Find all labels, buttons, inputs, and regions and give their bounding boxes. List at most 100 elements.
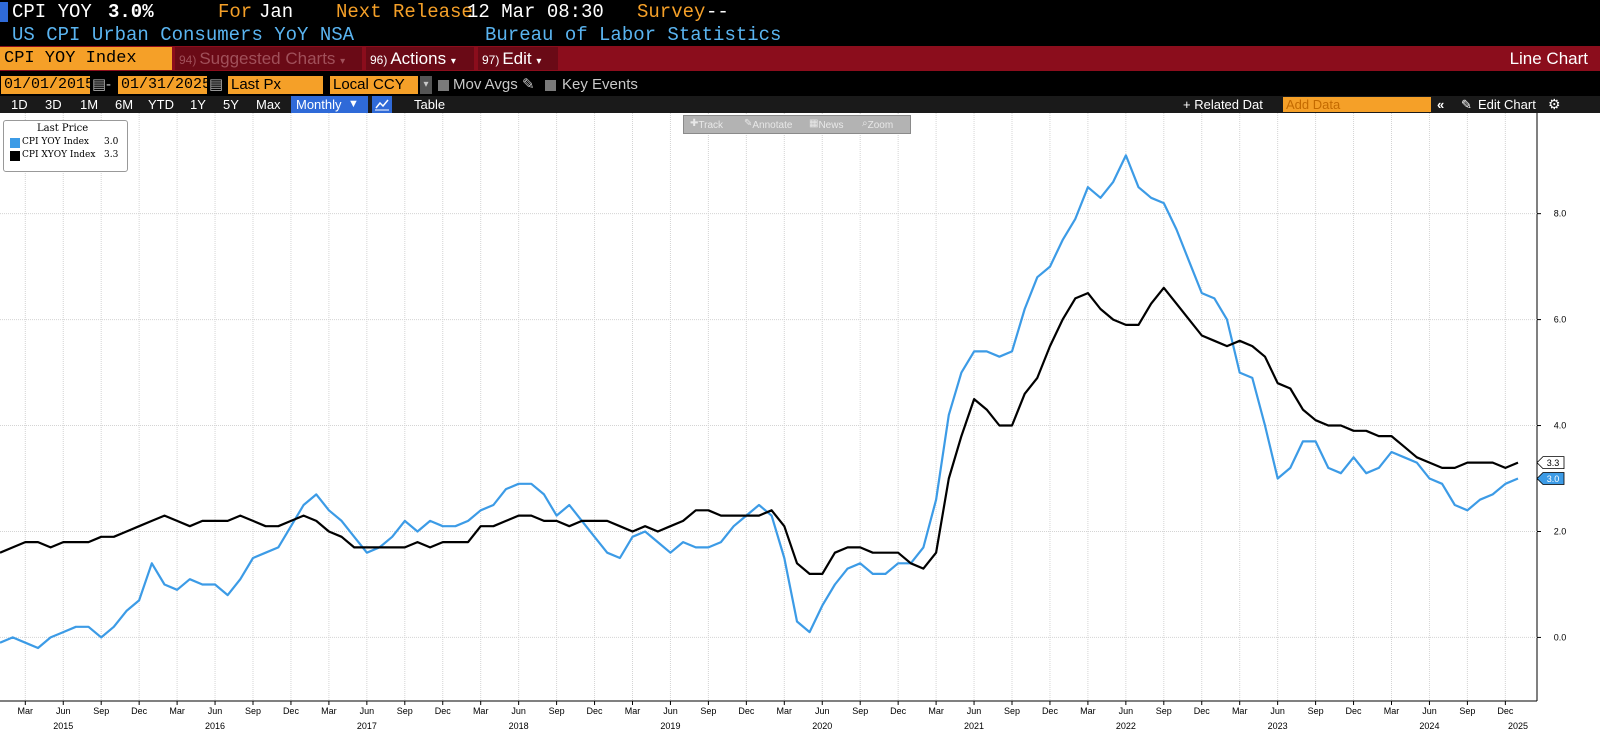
key-events-label: Key Events bbox=[562, 76, 638, 93]
start-date-field[interactable]: 01/01/2015 bbox=[1, 76, 94, 94]
range-5y[interactable]: 5Y bbox=[223, 97, 239, 112]
range-ytd[interactable]: YTD bbox=[148, 97, 174, 112]
x-tick-label: Jun bbox=[1270, 706, 1285, 716]
for-value: Jan bbox=[259, 1, 294, 23]
x-tick-label: Dec bbox=[1346, 706, 1363, 716]
x-year-label: 2021 bbox=[964, 721, 984, 731]
x-tick-label: Sep bbox=[1459, 706, 1475, 716]
edit-label: Edit bbox=[502, 49, 532, 68]
table-button[interactable]: Table bbox=[414, 97, 446, 112]
function-toolbar: CPI YOY Index 94) Suggested Charts ▾ 96) A… bbox=[0, 46, 1600, 71]
x-tick-label: Jun bbox=[56, 706, 71, 716]
range-1y[interactable]: 1Y bbox=[190, 97, 206, 112]
key-events-checkbox[interactable] bbox=[545, 80, 556, 91]
pencil-icon[interactable]: ✎ bbox=[522, 76, 535, 93]
ticker-label: CPI YOY bbox=[12, 1, 92, 23]
x-year-label: 2020 bbox=[812, 721, 832, 731]
chevron-down-icon[interactable]: ▾ bbox=[420, 76, 432, 94]
mov-avgs-label: Mov Avgs bbox=[453, 76, 518, 93]
series-line-cpi-yoy bbox=[0, 154, 1519, 650]
security-description: US CPI Urban Consumers YoY NSA bbox=[12, 24, 355, 46]
x-year-label: 2025 bbox=[1508, 721, 1528, 731]
y-tick-label: 2.0 bbox=[1554, 526, 1567, 536]
line-chart-icon[interactable] bbox=[372, 96, 392, 113]
price-field-select[interactable]: Last Px bbox=[228, 76, 323, 94]
pencil-icon[interactable]: ✎ bbox=[1461, 97, 1472, 112]
x-tick-label: Sep bbox=[93, 706, 109, 716]
range-1d[interactable]: 1D bbox=[11, 97, 28, 112]
x-year-label: 2019 bbox=[660, 721, 680, 731]
x-tick-label: Mar bbox=[473, 706, 489, 716]
y-tick-label: 4.0 bbox=[1554, 421, 1567, 431]
x-tick-label: Dec bbox=[587, 706, 604, 716]
x-tick-label: Jun bbox=[208, 706, 223, 716]
legend-series-value: 3.3 bbox=[104, 150, 119, 160]
x-tick-label: Mar bbox=[169, 706, 185, 716]
x-year-label: 2024 bbox=[1419, 721, 1439, 731]
x-tick-label: Mar bbox=[321, 706, 337, 716]
collapse-icon[interactable]: « bbox=[1437, 97, 1445, 112]
x-tick-label: Jun bbox=[1119, 706, 1134, 716]
y-tick-label: 6.0 bbox=[1554, 315, 1567, 325]
related-data-button[interactable]: + Related Dat bbox=[1183, 97, 1263, 112]
x-tick-label: Mar bbox=[928, 706, 944, 716]
line-chart[interactable]: Mar Jun Sep Dec Mar Jun Sep Dec Mar Jun Sep Dec Mar J… bbox=[0, 113, 1600, 752]
legend-title: Last Price bbox=[37, 123, 89, 134]
x-tick-label: Dec bbox=[283, 706, 300, 716]
suggested-charts-button[interactable]: 94) Suggested Charts ▾ bbox=[175, 47, 362, 70]
mov-avgs-checkbox[interactable] bbox=[438, 80, 449, 91]
legend-swatch bbox=[10, 138, 20, 148]
legend-series-value: 3.0 bbox=[104, 137, 119, 147]
add-data-input[interactable]: Add Data bbox=[1283, 97, 1431, 112]
x-year-label: 2022 bbox=[1116, 721, 1136, 731]
annotate-tool[interactable]: ✎ Annotate bbox=[744, 118, 793, 131]
x-year-label: 2023 bbox=[1268, 721, 1288, 731]
chart-type-label: Line Chart bbox=[1509, 49, 1588, 68]
y-tick-label: 0.0 bbox=[1554, 632, 1567, 642]
y-axis-area bbox=[1537, 113, 1600, 701]
x-tick-label: Mar bbox=[1384, 706, 1400, 716]
x-year-label: 2018 bbox=[509, 721, 529, 731]
range-1m[interactable]: 1M bbox=[80, 97, 99, 112]
x-tick-label: Dec bbox=[890, 706, 907, 716]
edit-button[interactable]: 97) Edit ▾ bbox=[478, 47, 558, 70]
edit-chart-button[interactable]: Edit Chart bbox=[1478, 97, 1536, 112]
survey-label: Survey bbox=[637, 1, 706, 23]
chart-legend[interactable]: Last Price CPI YOY Index 3.0 CPI XYOY In… bbox=[3, 120, 128, 172]
x-tick-label: Dec bbox=[435, 706, 452, 716]
x-tick-label: Dec bbox=[1194, 706, 1211, 716]
security-header: CPI YOY 3.0% For Jan Next Release 12 Mar… bbox=[0, 0, 1600, 24]
gear-icon[interactable]: ⚙ bbox=[1548, 96, 1561, 112]
security-field[interactable]: CPI YOY Index bbox=[0, 47, 172, 70]
range-3d[interactable]: 3D bbox=[45, 97, 62, 112]
legend-swatch bbox=[10, 151, 20, 161]
next-release-value: 12 Mar 08:30 bbox=[467, 1, 604, 23]
suggested-charts-label: Suggested Charts bbox=[199, 49, 336, 68]
add-data-placeholder: Add Data bbox=[1286, 97, 1341, 112]
currency-select[interactable]: Local CCY bbox=[330, 76, 418, 94]
track-tool[interactable]: ✚ Track bbox=[690, 118, 724, 131]
zoom-tool[interactable]: ⌕ Zoom bbox=[862, 118, 894, 131]
x-tick-label: Sep bbox=[852, 706, 868, 716]
chevron-down-icon: ▼ bbox=[348, 98, 359, 110]
x-tick-label: Jun bbox=[663, 706, 678, 716]
x-tick-label: Sep bbox=[1156, 706, 1172, 716]
survey-value: -- bbox=[706, 1, 729, 23]
x-tick-label: Sep bbox=[1004, 706, 1020, 716]
end-date-field[interactable]: 01/31/2025 bbox=[118, 76, 211, 94]
x-tick-label: Mar bbox=[1232, 706, 1248, 716]
x-tick-label: Jun bbox=[1422, 706, 1437, 716]
calendar-icon[interactable]: ▤ bbox=[209, 76, 224, 93]
range-max[interactable]: Max bbox=[256, 97, 281, 112]
frequency-select[interactable]: Monthly ▼ bbox=[291, 96, 368, 113]
x-tick-label: Sep bbox=[700, 706, 716, 716]
range-6m[interactable]: 6M bbox=[115, 97, 134, 112]
news-tool[interactable]: ▦ News bbox=[809, 118, 844, 131]
actions-button[interactable]: 96) Actions ▾ bbox=[366, 47, 474, 70]
last-value-tag bbox=[1536, 456, 1565, 470]
x-year-label: 2016 bbox=[205, 721, 225, 731]
chevron-down-icon: ▾ bbox=[340, 56, 346, 67]
chart-tools-bar: ✚ Track ✎ Annotate ▦ News ⌕ Zoom bbox=[683, 115, 911, 134]
calendar-icon[interactable]: ▤ bbox=[92, 76, 107, 93]
chart-controls-row: 01/01/2015 ▤ - 01/31/2025 ▤ Last Px Loca… bbox=[0, 75, 1600, 95]
